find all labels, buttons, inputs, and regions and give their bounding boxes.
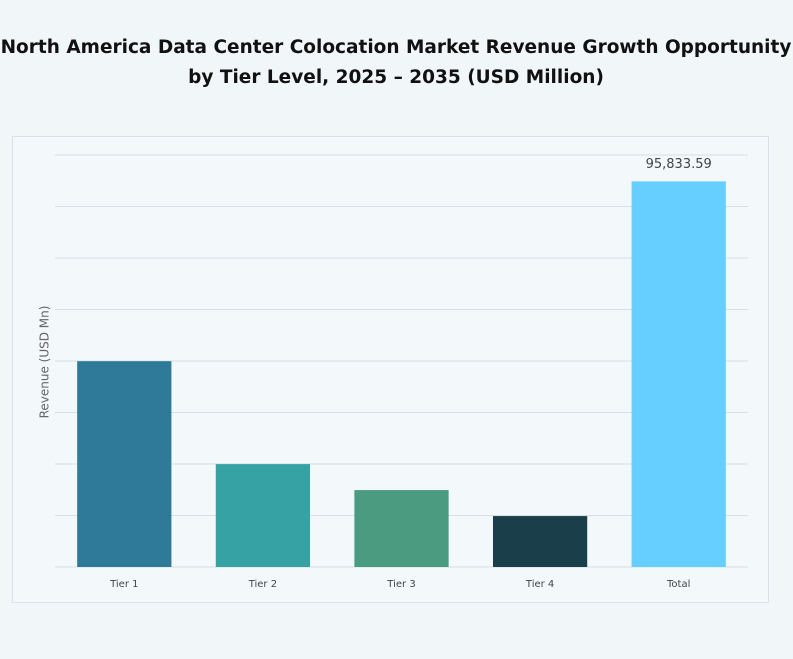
chart-title: by Tier Level, 2025 – 2035 (USD Million) [188, 67, 604, 88]
x-tick-label: Tier 4 [525, 579, 554, 590]
chart-title: North America Data Center Colocation Mar… [1, 37, 792, 58]
y-axis-label: Revenue (USD Mn) [38, 306, 52, 419]
bar [354, 490, 449, 567]
bar [215, 464, 311, 567]
x-tick-label: Total [666, 579, 690, 590]
x-tick-label: Tier 1 [109, 579, 138, 590]
bar [631, 181, 726, 567]
bar [492, 516, 588, 567]
x-tick-label: Tier 2 [248, 579, 277, 590]
x-tick-label: Tier 3 [386, 579, 415, 590]
value-label: 95,833.59 [646, 157, 712, 172]
bar [77, 361, 172, 567]
